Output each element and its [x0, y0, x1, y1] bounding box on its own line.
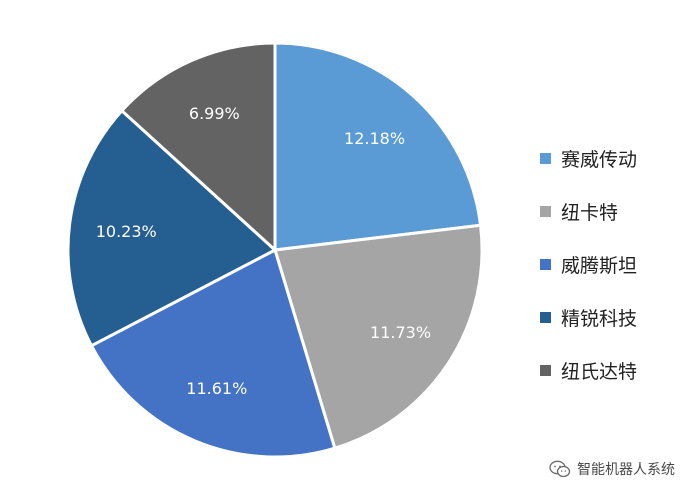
- slice-data-label: 6.99%: [189, 104, 240, 123]
- legend-label: 纽氏达特: [561, 361, 638, 383]
- pie-slice: [89, 248, 337, 459]
- legend-swatch: [540, 206, 551, 217]
- legend-item: 纽卡特: [540, 199, 637, 224]
- watermark: 智能机器人系统: [549, 459, 675, 479]
- legend-item: 纽氏达特: [540, 358, 637, 383]
- slice-data-label: 12.18%: [344, 129, 405, 148]
- pie-slice: [273, 223, 484, 450]
- legend-label: 赛威传动: [561, 149, 638, 171]
- pie-slice: [120, 41, 277, 252]
- watermark-text: 智能机器人系统: [577, 462, 675, 478]
- slice-data-label: 10.23%: [96, 222, 157, 241]
- legend-item: 精锐科技: [540, 305, 637, 330]
- pie-slice: [273, 41, 483, 252]
- slice-data-label: 11.73%: [370, 323, 431, 342]
- slice-data-label: 11.61%: [186, 379, 247, 398]
- legend-swatch: [540, 259, 551, 270]
- legend-label: 威腾斯坦: [561, 255, 638, 277]
- legend-label: 纽卡特: [561, 202, 619, 224]
- legend-item: 威腾斯坦: [540, 252, 637, 277]
- legend-label: 精锐科技: [561, 308, 638, 330]
- wechat-icon: [549, 460, 571, 478]
- legend-swatch: [540, 365, 551, 376]
- legend-swatch: [540, 312, 551, 323]
- legend: 赛威传动 纽卡特 威腾斯坦 精锐科技 纽氏达特: [540, 146, 637, 411]
- pie-slice: [66, 109, 277, 348]
- legend-item: 赛威传动: [540, 146, 637, 171]
- legend-swatch: [540, 153, 551, 164]
